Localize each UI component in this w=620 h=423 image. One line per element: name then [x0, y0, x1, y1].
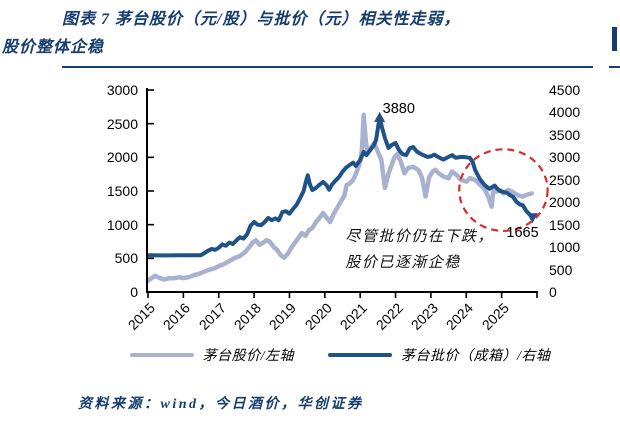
batch-price-line — [146, 115, 535, 258]
chart-legend: 茅台股价/左轴 茅台批价（成箱）/右轴 — [105, 345, 575, 365]
right-edge-artifact — [612, 27, 617, 51]
stock-price-line — [145, 112, 534, 284]
title-underline-fragment — [609, 66, 620, 68]
figure-title-line2: 股价整体企稳 — [2, 39, 105, 56]
legend-item-stock-price: 茅台股价/左轴 — [129, 345, 294, 365]
legend-item-batch-price: 茅台批价（成箱）/右轴 — [328, 345, 550, 365]
batch-price-legend-swatch — [328, 352, 392, 358]
figure-title-line1: 图表 7 茅台股价（元/股）与批价（元）相关性走弱， — [62, 11, 461, 28]
highlight-ellipse — [458, 148, 549, 233]
stock-price-legend-label: 茅台股价/左轴 — [202, 349, 294, 364]
batch-price-legend-label: 茅台批价（成箱）/右轴 — [401, 349, 551, 364]
peak-marker — [374, 111, 386, 122]
end-marker — [526, 213, 538, 224]
title-underline — [62, 66, 593, 68]
source-note: 资料来源：wind，今日酒价，华创证券 — [78, 397, 364, 412]
stock-price-legend-swatch — [129, 352, 194, 358]
